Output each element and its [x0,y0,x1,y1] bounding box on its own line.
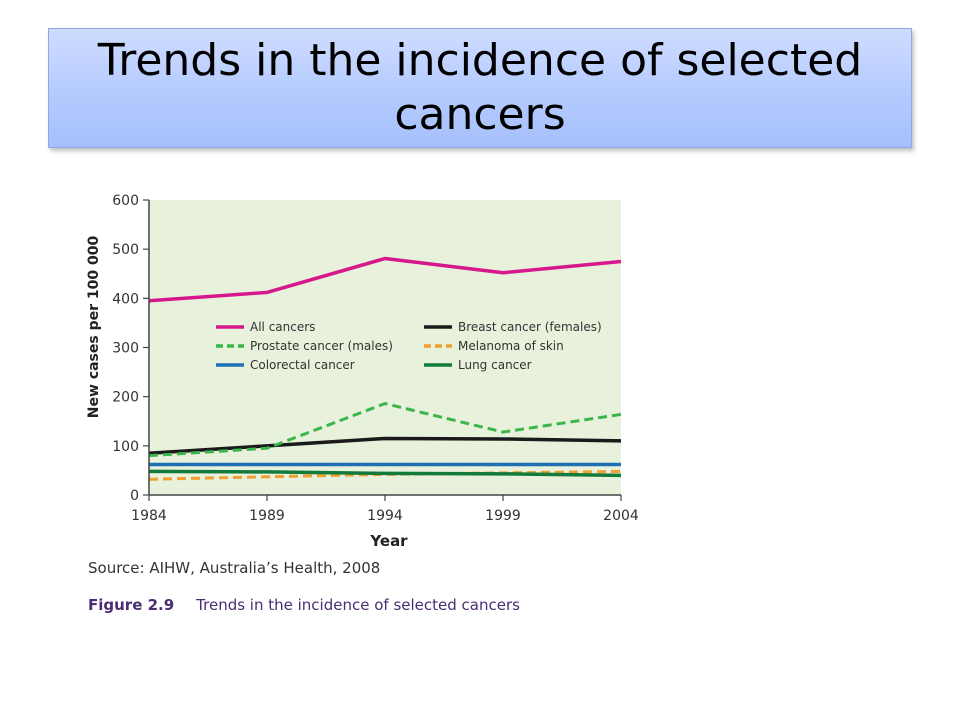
x-axis-title: Year [369,532,408,550]
figure-label: Figure 2.9 [88,596,175,614]
slide-title: Trends in the incidence of selected canc… [97,35,863,140]
series-line-prostate-cancer-males [148,402,622,458]
figure-caption-row: Figure 2.9 Trends in the incidence of sel… [88,596,520,614]
x-tick-label: 1989 [249,508,285,524]
y-tick-label: 200 [112,390,139,406]
legend-label-colorectal-cancer: Colorectal cancer [250,358,355,372]
legend-label-prostate-cancer-males: Prostate cancer (males) [250,339,393,353]
y-tick-label: 300 [112,341,139,357]
legend-label-breast-cancer-females: Breast cancer (females) [458,320,602,334]
x-tick-label: 1994 [367,508,403,524]
legend-label-lung-cancer: Lung cancer [458,358,532,372]
y-tick-label: 100 [112,439,139,455]
y-tick-label: 0 [130,488,139,504]
figure-caption: Trends in the incidence of selected canc… [196,596,520,614]
y-tick-label: 400 [112,291,139,307]
slide-title-box: Trends in the incidence of selected canc… [48,28,912,148]
x-tick-label: 1984 [131,508,167,524]
y-tick-label: 500 [112,242,139,258]
x-tick-label: 1999 [485,508,521,524]
y-tick-label: 600 [112,193,139,209]
legend-label-all-cancers: All cancers [250,320,315,334]
series-line-lung-cancer [148,469,622,478]
series-line-all-cancers [148,256,622,303]
x-tick-label: 2004 [603,508,639,524]
legend-label-melanoma-of-skin: Melanoma of skin [458,339,564,353]
figure-source: Source: AIHW, Australia’s Health, 2008 [88,559,381,577]
y-axis-title: New cases per 100 000 [86,236,102,419]
series-line-breast-cancer-females [148,436,622,455]
series-line-melanoma-of-skin [148,469,622,481]
